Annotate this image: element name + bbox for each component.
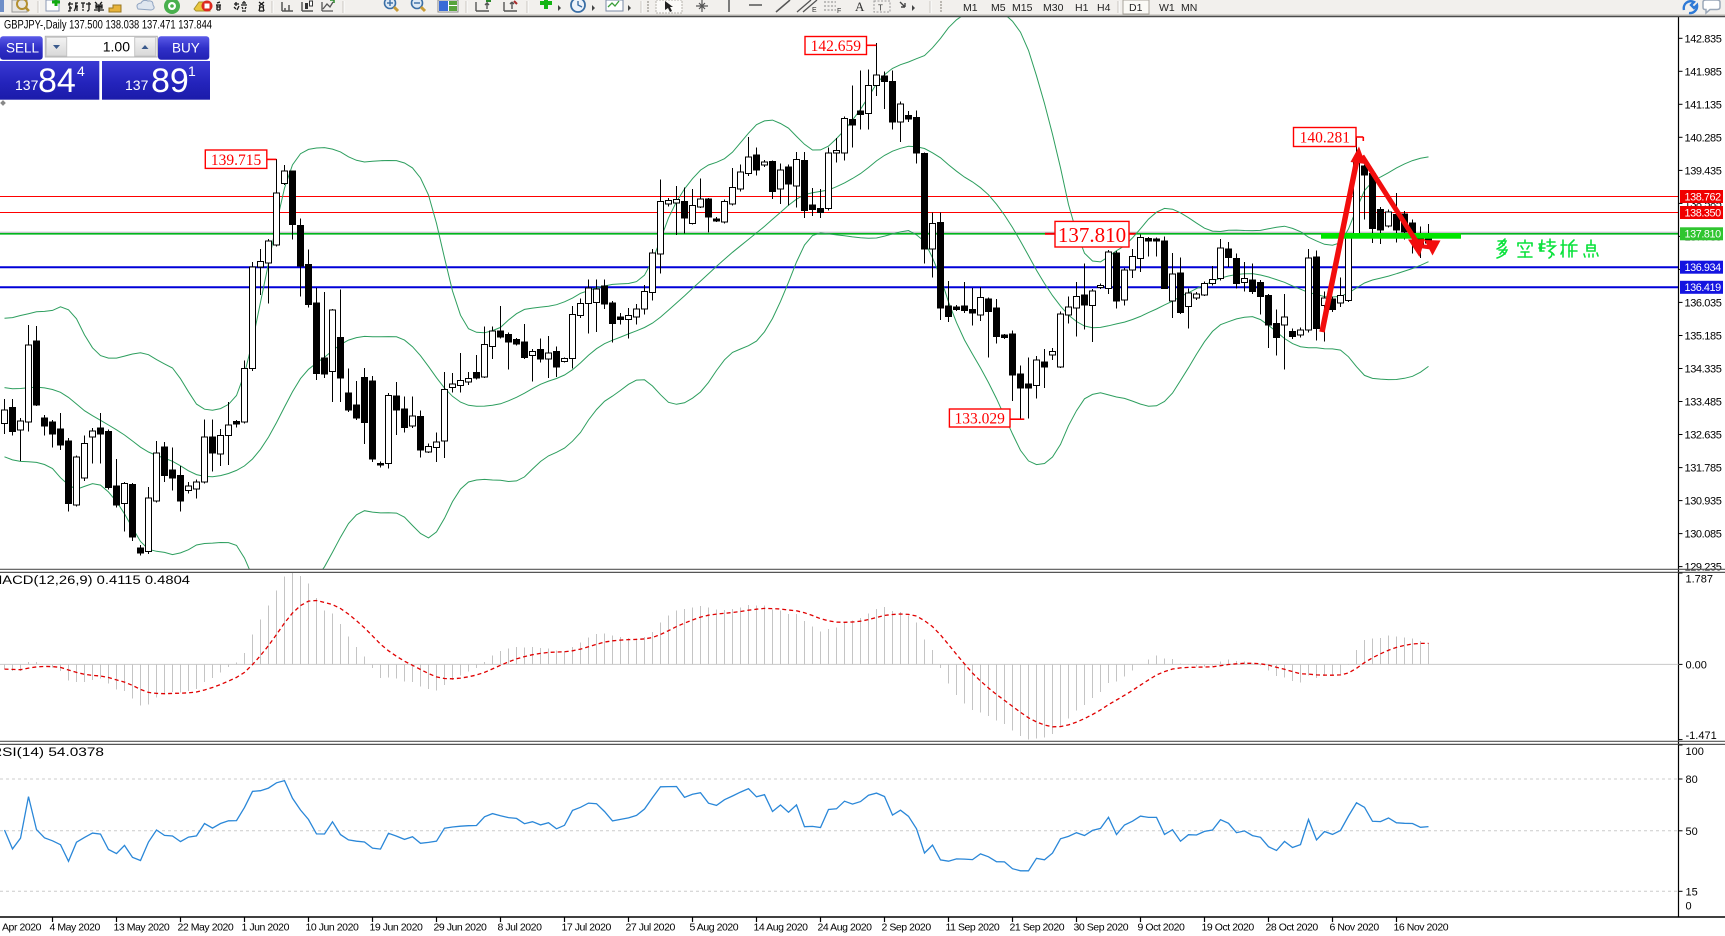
svg-text:132.635: 132.635 <box>1685 430 1722 442</box>
svg-text:80: 80 <box>1686 774 1698 786</box>
svg-text:1 Jun 2020: 1 Jun 2020 <box>242 922 290 934</box>
svg-text:133.485: 133.485 <box>1685 397 1722 409</box>
svg-text:4: 4 <box>77 63 85 79</box>
svg-text:D1: D1 <box>1129 2 1143 14</box>
svg-text:2 Sep 2020: 2 Sep 2020 <box>882 922 932 934</box>
svg-text:141.985: 141.985 <box>1685 66 1722 78</box>
svg-text:13 May 2020: 13 May 2020 <box>114 922 170 934</box>
svg-text:F: F <box>837 8 841 15</box>
svg-text:22 May 2020: 22 May 2020 <box>178 922 234 934</box>
svg-text:0: 0 <box>1686 900 1692 912</box>
svg-text:8 Jul 2020: 8 Jul 2020 <box>498 922 543 934</box>
svg-text:M15: M15 <box>1012 2 1033 14</box>
svg-text:4 May 2020: 4 May 2020 <box>50 922 101 934</box>
svg-text:142.659: 142.659 <box>811 38 862 55</box>
svg-text:MACD(12,26,9) 0.4115 0.4804: MACD(12,26,9) 0.4115 0.4804 <box>0 575 191 587</box>
svg-text:27 Jul 2020: 27 Jul 2020 <box>626 922 676 934</box>
svg-text:140.281: 140.281 <box>1300 130 1350 147</box>
svg-text:GBPJPY-,Daily 137.500 138.038: GBPJPY-,Daily 137.500 138.038 137.471 13… <box>4 20 212 32</box>
svg-text:E: E <box>812 7 817 14</box>
svg-text:11 Sep 2020: 11 Sep 2020 <box>946 922 1000 934</box>
svg-text:84: 84 <box>38 62 76 100</box>
svg-text:1.787: 1.787 <box>1686 573 1714 585</box>
svg-text:M5: M5 <box>991 2 1006 14</box>
svg-text:1: 1 <box>188 63 196 79</box>
svg-text:133.029: 133.029 <box>955 411 1006 428</box>
svg-text:19 Oct 2020: 19 Oct 2020 <box>1202 922 1255 934</box>
svg-text:-1.471: -1.471 <box>1686 730 1717 742</box>
svg-text:137: 137 <box>125 77 149 93</box>
svg-text:30 Sep 2020: 30 Sep 2020 <box>1074 922 1129 934</box>
svg-text:137.810: 137.810 <box>1058 223 1126 247</box>
svg-text:89: 89 <box>151 62 189 100</box>
svg-text:H1: H1 <box>1075 2 1089 14</box>
svg-text:A: A <box>855 0 865 14</box>
svg-text:14 Aug 2020: 14 Aug 2020 <box>754 922 809 934</box>
svg-text:M1: M1 <box>963 2 978 14</box>
svg-text:16 Nov 2020: 16 Nov 2020 <box>1394 922 1449 934</box>
svg-text:H4: H4 <box>1097 2 1111 14</box>
svg-text:10 Jun 2020: 10 Jun 2020 <box>306 922 359 934</box>
svg-text:BUY: BUY <box>172 41 200 56</box>
svg-text:139.435: 139.435 <box>1685 165 1722 177</box>
svg-text:21 Sep 2020: 21 Sep 2020 <box>1010 922 1065 934</box>
svg-text:17 Jul 2020: 17 Jul 2020 <box>562 922 612 934</box>
svg-text:0.00: 0.00 <box>1686 659 1707 671</box>
svg-text:W1: W1 <box>1159 2 1175 14</box>
svg-text:130.935: 130.935 <box>1685 496 1722 508</box>
svg-text:SELL: SELL <box>6 41 40 56</box>
svg-text:129.235: 129.235 <box>1685 562 1722 574</box>
svg-text:50: 50 <box>1686 826 1698 838</box>
svg-text:24 Aug 2020: 24 Aug 2020 <box>818 922 873 934</box>
svg-text:130.085: 130.085 <box>1685 529 1722 541</box>
svg-text:29 Jun 2020: 29 Jun 2020 <box>434 922 487 934</box>
svg-text:134.335: 134.335 <box>1685 364 1722 376</box>
svg-text:15: 15 <box>1686 886 1698 898</box>
svg-text:MN: MN <box>1181 2 1197 14</box>
svg-text:19 Jun 2020: 19 Jun 2020 <box>370 922 423 934</box>
svg-text:137: 137 <box>15 77 39 93</box>
svg-text:6 Nov 2020: 6 Nov 2020 <box>1330 922 1380 934</box>
svg-text:5 Aug 2020: 5 Aug 2020 <box>690 922 739 934</box>
svg-text:137.810: 137.810 <box>1685 229 1722 241</box>
svg-text:136.934: 136.934 <box>1685 262 1722 274</box>
svg-text:141.135: 141.135 <box>1685 99 1722 111</box>
svg-text:142.835: 142.835 <box>1685 33 1722 45</box>
svg-text:Apr 2020: Apr 2020 <box>2 922 42 934</box>
svg-text:138.762: 138.762 <box>1685 191 1722 203</box>
svg-text:M30: M30 <box>1043 2 1064 14</box>
svg-text:136.035: 136.035 <box>1685 297 1722 309</box>
svg-text:T: T <box>878 4 883 13</box>
svg-text:28 Oct 2020: 28 Oct 2020 <box>1266 922 1319 934</box>
svg-text:140.285: 140.285 <box>1685 132 1722 144</box>
svg-text:100: 100 <box>1686 746 1704 758</box>
svg-text:9 Oct 2020: 9 Oct 2020 <box>1138 922 1185 934</box>
svg-text:138.350: 138.350 <box>1685 207 1722 219</box>
svg-text:1.00: 1.00 <box>103 39 130 55</box>
svg-text:136.419: 136.419 <box>1685 282 1722 294</box>
svg-text:RSI(14) 54.0378: RSI(14) 54.0378 <box>0 747 104 759</box>
svg-text:131.785: 131.785 <box>1685 463 1722 475</box>
svg-text:135.185: 135.185 <box>1685 331 1722 343</box>
svg-text:139.715: 139.715 <box>211 152 262 169</box>
